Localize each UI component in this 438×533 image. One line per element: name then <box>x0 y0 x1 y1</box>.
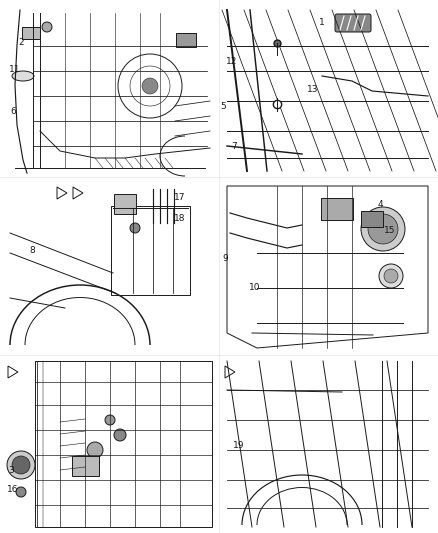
FancyBboxPatch shape <box>72 456 99 476</box>
Circle shape <box>7 451 35 479</box>
Text: 8: 8 <box>29 246 35 255</box>
Text: 3: 3 <box>8 466 14 474</box>
FancyBboxPatch shape <box>361 211 383 227</box>
Circle shape <box>114 429 126 441</box>
FancyBboxPatch shape <box>335 14 371 32</box>
FancyBboxPatch shape <box>22 27 40 39</box>
Circle shape <box>368 214 398 244</box>
Circle shape <box>12 456 30 474</box>
Text: 12: 12 <box>226 58 238 66</box>
FancyBboxPatch shape <box>176 33 196 47</box>
Text: 16: 16 <box>7 485 18 494</box>
Circle shape <box>42 22 52 32</box>
Circle shape <box>130 223 140 233</box>
Text: 6: 6 <box>10 108 16 116</box>
Text: 18: 18 <box>174 214 185 223</box>
Text: 5: 5 <box>220 102 226 111</box>
Text: 9: 9 <box>223 254 229 263</box>
Circle shape <box>87 442 103 458</box>
Ellipse shape <box>12 71 34 81</box>
Text: 15: 15 <box>384 226 396 235</box>
Text: 19: 19 <box>233 441 244 449</box>
Text: 17: 17 <box>174 193 185 201</box>
Circle shape <box>105 415 115 425</box>
Circle shape <box>16 487 26 497</box>
Text: 13: 13 <box>307 85 319 93</box>
Text: 10: 10 <box>249 284 261 292</box>
FancyBboxPatch shape <box>114 194 136 214</box>
Text: 7: 7 <box>231 142 237 151</box>
Text: 4: 4 <box>378 200 383 208</box>
FancyBboxPatch shape <box>321 198 353 220</box>
Circle shape <box>142 78 158 94</box>
Text: 1: 1 <box>319 18 325 27</box>
Text: 11: 11 <box>9 65 21 74</box>
Circle shape <box>361 207 405 251</box>
Circle shape <box>379 264 403 288</box>
Text: 2: 2 <box>18 38 24 47</box>
Circle shape <box>384 269 398 283</box>
